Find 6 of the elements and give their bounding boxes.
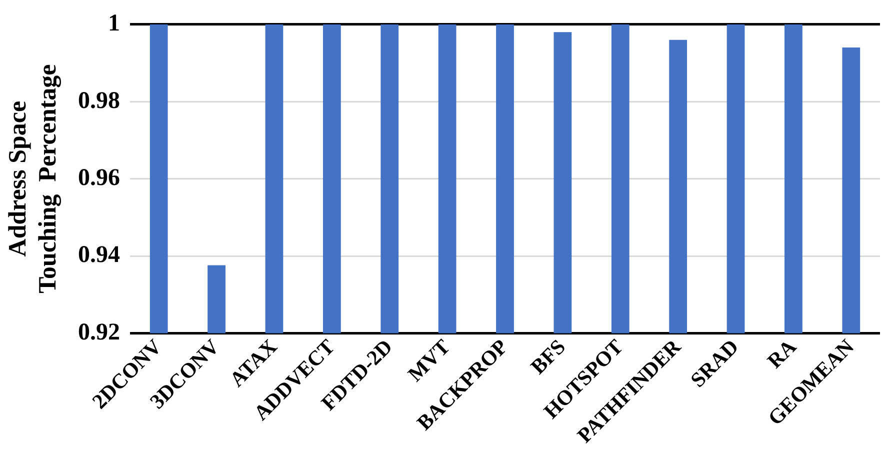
y-tick-label: 0.94 [78, 242, 120, 268]
y-tick-label: 0.96 [78, 165, 120, 192]
y-tick-label: 1 [108, 10, 120, 37]
y-axis-title: Address Space Touching Percentage [4, 64, 62, 294]
y-tick-label: 0.92 [78, 319, 120, 346]
y-tick-label: 0.98 [78, 88, 120, 114]
